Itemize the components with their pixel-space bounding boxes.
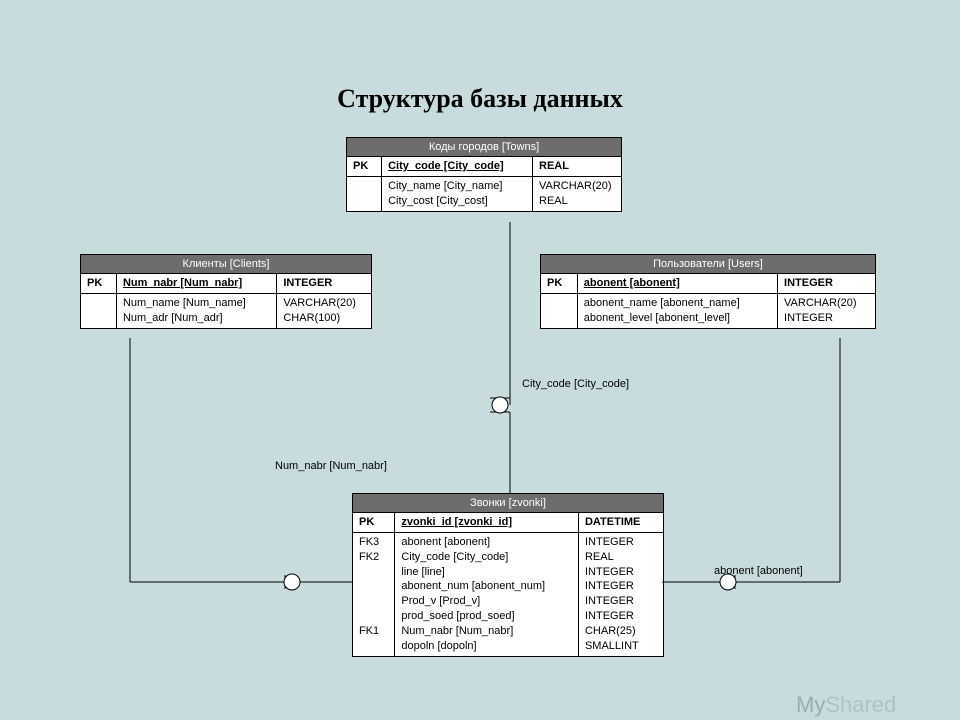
- edge-label-city: City_code [City_code]: [522, 378, 629, 390]
- pk-type: DATETIME: [578, 513, 663, 532]
- pk-tag: PK: [347, 157, 382, 176]
- field-name: Prod_v [Prod_v]: [401, 595, 480, 607]
- field-name: line [line]: [401, 566, 444, 578]
- pk-tag: PK: [353, 513, 395, 532]
- field-type: INTEGER: [585, 610, 634, 622]
- entity-zvonki: Звонки [zvonki] PK zvonki_id [zvonki_id]…: [352, 493, 664, 657]
- pk-name: Num_nabr [Num_nabr]: [116, 274, 276, 293]
- entity-zvonki-pk: PK zvonki_id [zvonki_id] DATETIME: [353, 513, 663, 532]
- field-name: City_name [City_name]: [388, 180, 502, 192]
- field-type: REAL: [585, 551, 614, 563]
- field-name: City_cost [City_cost]: [388, 195, 488, 207]
- pk-type: REAL: [533, 157, 622, 176]
- field-type: CHAR(25): [585, 625, 636, 637]
- entity-towns-fields: City_name [City_name] City_cost [City_co…: [347, 176, 621, 210]
- field-name: abonent_name [abonent_name]: [584, 297, 740, 309]
- entity-users-header: Пользователи [Users]: [541, 255, 875, 274]
- field-type: VARCHAR(20): [784, 297, 857, 309]
- pk-name: abonent [abonent]: [577, 274, 777, 293]
- field-type: INTEGER: [585, 536, 634, 548]
- field-tag: FK1: [359, 625, 379, 637]
- entity-towns-header: Коды городов [Towns]: [347, 138, 621, 157]
- field-type: INTEGER: [585, 580, 634, 592]
- field-name: abonent [abonent]: [401, 536, 490, 548]
- edge-label-abonent: abonent [abonent]: [714, 565, 803, 577]
- watermark-suffix: Shared: [825, 692, 896, 717]
- field-type: SMALLINT: [585, 640, 639, 652]
- watermark: MyShared: [796, 692, 896, 718]
- field-name: prod_soed [prod_soed]: [401, 610, 514, 622]
- edge-label-num: Num_nabr [Num_nabr]: [275, 460, 387, 472]
- page-title: Структура базы данных: [0, 84, 960, 114]
- field-name: abonent_num [abonent_num]: [401, 580, 545, 592]
- field-name: dopoln [dopoln]: [401, 640, 476, 652]
- field-name: Num_adr [Num_adr]: [123, 312, 223, 324]
- entity-towns-pk: PK City_code [City_code] REAL: [347, 157, 621, 176]
- diagram-canvas: Структура базы данных Коды городов [Town…: [0, 0, 960, 720]
- pk-name: City_code [City_code]: [382, 157, 533, 176]
- field-type: VARCHAR(20): [283, 297, 356, 309]
- entity-towns: Коды городов [Towns] PK City_code [City_…: [346, 137, 622, 212]
- field-type: INTEGER: [585, 595, 634, 607]
- entity-zvonki-header: Звонки [zvonki]: [353, 494, 663, 513]
- entity-users: Пользователи [Users] PK abonent [abonent…: [540, 254, 876, 329]
- entity-clients-header: Клиенты [Clients]: [81, 255, 371, 274]
- field-type: VARCHAR(20): [539, 180, 612, 192]
- pk-tag: PK: [541, 274, 577, 293]
- field-tag: FK2: [359, 551, 379, 563]
- field-type: REAL: [539, 195, 568, 207]
- field-name: Num_name [Num_name]: [123, 297, 246, 309]
- field-type: CHAR(100): [283, 312, 340, 324]
- field-name: abonent_level [abonent_level]: [584, 312, 730, 324]
- entity-clients-pk: PK Num_nabr [Num_nabr] INTEGER: [81, 274, 371, 293]
- entity-clients: Клиенты [Clients] PK Num_nabr [Num_nabr]…: [80, 254, 372, 329]
- entity-clients-fields: Num_name [Num_name] Num_adr [Num_adr] VA…: [81, 293, 371, 327]
- entity-users-pk: PK abonent [abonent] INTEGER: [541, 274, 875, 293]
- entity-zvonki-fields: FK3 FK2 FK1 abonent [abonent] City_code …: [353, 532, 663, 655]
- watermark-prefix: My: [796, 692, 825, 717]
- field-name: City_code [City_code]: [401, 551, 508, 563]
- pk-type: INTEGER: [778, 274, 875, 293]
- pk-name: zvonki_id [zvonki_id]: [395, 513, 579, 532]
- field-type: INTEGER: [585, 566, 634, 578]
- field-type: INTEGER: [784, 312, 833, 324]
- pk-type: INTEGER: [277, 274, 371, 293]
- pk-tag: PK: [81, 274, 116, 293]
- field-name: Num_nabr [Num_nabr]: [401, 625, 513, 637]
- field-tag: FK3: [359, 536, 379, 548]
- entity-users-fields: abonent_name [abonent_name] abonent_leve…: [541, 293, 875, 327]
